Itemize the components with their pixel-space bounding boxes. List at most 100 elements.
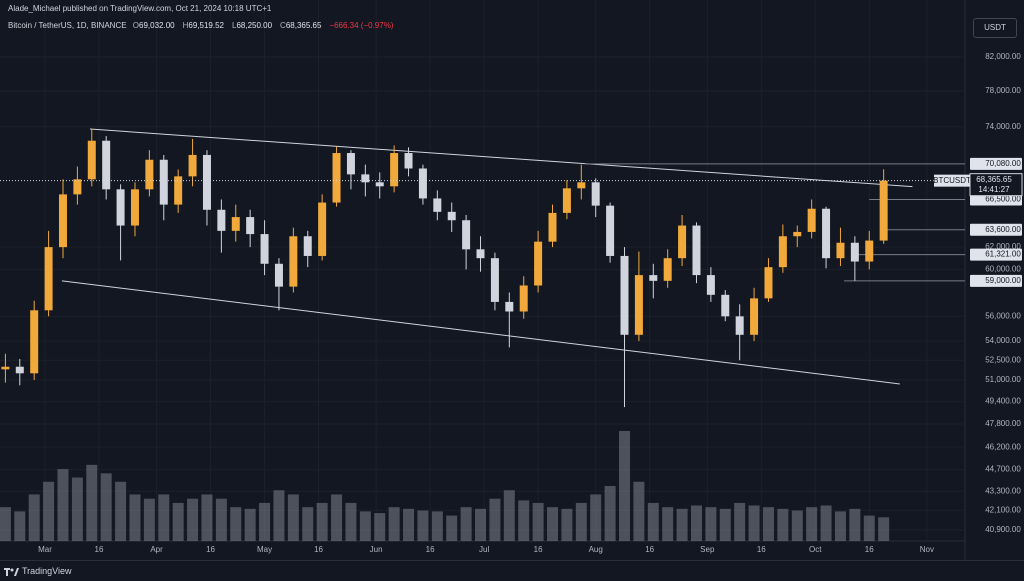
- candle-body: [836, 242, 845, 259]
- volume-bar: [359, 511, 371, 541]
- candle-body: [145, 159, 154, 190]
- candle-body: [548, 212, 557, 242]
- volume-bar: [532, 502, 544, 541]
- footer: TradingView: [0, 560, 1024, 581]
- volume-bar: [676, 508, 688, 541]
- candle-body: [649, 275, 658, 281]
- x-tick-label: Jul: [479, 545, 489, 554]
- volume-bar: [187, 498, 199, 541]
- volume-bar: [777, 508, 789, 541]
- volume-bar: [820, 505, 832, 541]
- x-tick-label: Aug: [589, 545, 603, 554]
- x-tick-label: Sep: [700, 545, 715, 554]
- volume-bar: [662, 507, 674, 541]
- candle-body: [318, 202, 327, 256]
- volume-bar: [172, 502, 184, 541]
- candle-body: [15, 366, 24, 374]
- level-label: 59,000.00: [985, 276, 1021, 285]
- y-tick-label: 56,000.00: [985, 311, 1021, 320]
- trendline: [89, 128, 913, 188]
- ohlc-value: 68,250.00: [236, 21, 273, 30]
- volume-bar: [863, 515, 875, 541]
- candle-body: [606, 205, 615, 256]
- volume-bar: [849, 508, 861, 541]
- y-tick-label: 47,800.00: [985, 419, 1021, 428]
- y-tick-label: 54,000.00: [985, 336, 1021, 345]
- candle-body: [462, 220, 471, 250]
- symbol-tag: [934, 174, 971, 187]
- volume-bar: [647, 502, 659, 541]
- candle-body: [188, 154, 197, 177]
- candle-body: [793, 231, 802, 237]
- x-tick-label: Jun: [370, 545, 383, 554]
- level-tag: [970, 274, 1022, 287]
- candle-body: [44, 247, 53, 311]
- candle-body: [778, 236, 787, 268]
- volume-bar: [503, 490, 515, 541]
- volume-bar: [158, 494, 170, 541]
- candle-body: [332, 153, 341, 203]
- volume-bar: [115, 481, 127, 541]
- candle-body: [519, 285, 528, 312]
- volume-bar: [215, 498, 227, 541]
- y-tick-label: 46,200.00: [985, 442, 1021, 451]
- currency-button[interactable]: USDT: [973, 18, 1017, 38]
- candle-body: [534, 241, 543, 286]
- candle-body: [562, 188, 571, 213]
- candle-body: [505, 301, 514, 312]
- candle-body: [246, 217, 255, 235]
- volume-bar: [431, 511, 443, 541]
- volume-bar: [331, 494, 343, 541]
- countdown: 14:41:27: [978, 185, 1010, 194]
- volume-bar: [230, 507, 242, 541]
- ohlc-value: 69,032.00: [139, 21, 175, 30]
- y-tick-label: 44,700.00: [985, 465, 1021, 474]
- candle-body: [404, 153, 413, 169]
- candle-body: [807, 208, 816, 232]
- y-tick-label: 52,500.00: [985, 355, 1021, 364]
- candle-body: [30, 310, 39, 374]
- candle-body: [116, 189, 125, 226]
- candle-body: [289, 236, 298, 287]
- y-tick-label: 43,300.00: [985, 486, 1021, 495]
- volume-bar: [403, 508, 415, 541]
- candle-body: [577, 182, 586, 189]
- y-tick-label: 40,900.00: [985, 525, 1021, 534]
- level-tag: [970, 157, 1022, 170]
- price-label: 68,365.65: [976, 175, 1012, 184]
- volume-bar: [604, 486, 616, 541]
- volume-bar: [345, 502, 357, 541]
- volume-bar: [561, 508, 573, 541]
- volume-bar: [547, 507, 559, 541]
- chart: Mar 16 Apr 16 May 16 Jun 16 Jul 16 Aug 16 Sep 16 Oct 16…: [0, 0, 1024, 560]
- volume-bar: [575, 502, 587, 541]
- volume-bar: [388, 507, 400, 541]
- level-label: 66,500.00: [985, 195, 1021, 204]
- x-tick-label: 16: [206, 545, 215, 554]
- ohlc-value: 69,519.52: [188, 21, 224, 30]
- candle-body: [58, 194, 67, 248]
- level-label: 61,321.00: [985, 250, 1021, 259]
- y-tick-label: 51,000.00: [985, 375, 1021, 384]
- candle-body: [634, 275, 643, 335]
- symbol: Bitcoin / TetherUS, 1D, BINANCE: [8, 21, 127, 30]
- y-tick-label: 60,000.00: [985, 265, 1021, 274]
- volume-bar: [618, 431, 630, 541]
- volume-bar: [201, 494, 213, 541]
- candle-body: [390, 153, 399, 187]
- volume-bar: [489, 498, 501, 541]
- candle-body: [375, 182, 384, 187]
- candle-body: [706, 275, 715, 295]
- candle-body: [850, 242, 859, 262]
- y-tick-label: 49,400.00: [985, 397, 1021, 406]
- candle-body: [663, 258, 672, 281]
- y-tick-label: 62,000.00: [985, 242, 1021, 251]
- y-tick-label: 82,000.00: [985, 52, 1021, 61]
- candle-body: [346, 153, 355, 175]
- candle-body: [447, 211, 456, 221]
- x-tick-label: 16: [865, 545, 874, 554]
- candle-body: [764, 267, 773, 299]
- volume-bar: [28, 494, 40, 541]
- candle-body: [303, 236, 312, 256]
- volume-bar: [100, 473, 112, 541]
